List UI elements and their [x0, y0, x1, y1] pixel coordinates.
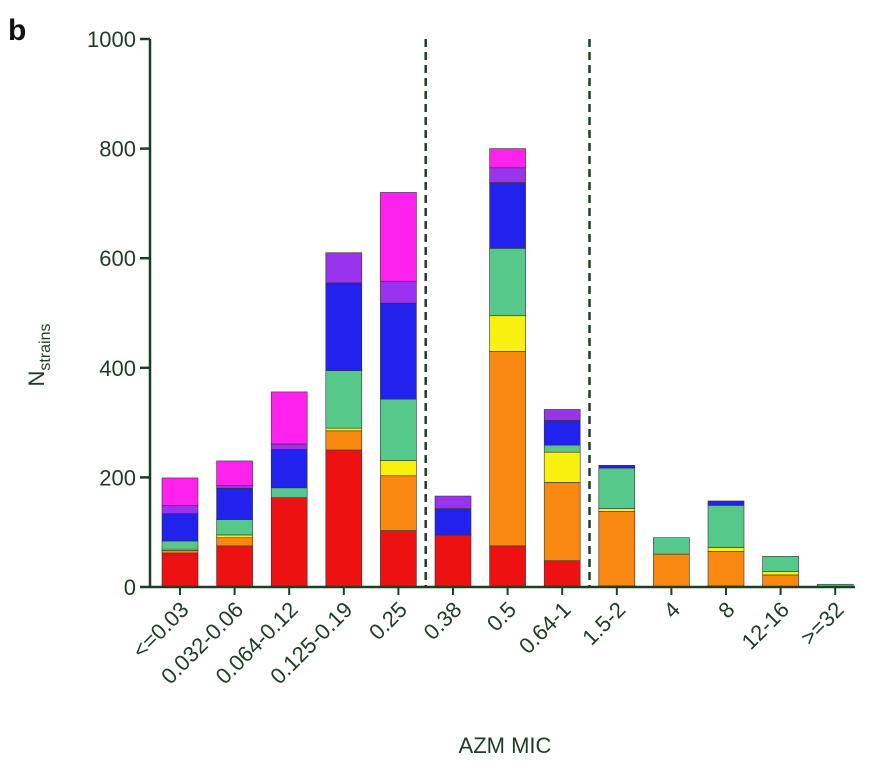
bar-segment: [598, 467, 636, 509]
bar-segment: [380, 280, 417, 304]
bar-segment: [325, 430, 363, 451]
bar-segment: [707, 547, 745, 552]
bar-segment: [270, 443, 308, 450]
bar-segment: [543, 409, 581, 421]
bar-segment: [380, 192, 417, 282]
bar-segment: [216, 460, 253, 486]
bar-segment: [489, 351, 526, 547]
bar-segment: [543, 420, 581, 446]
bar-segment: [543, 482, 581, 561]
y-axis-title-main: N: [24, 371, 49, 387]
bar-segment: [653, 537, 690, 555]
bar-segment: [598, 508, 636, 512]
bar-segment: [270, 487, 308, 498]
bar-segment: [161, 549, 199, 554]
bar-segment: [598, 511, 636, 587]
x-tick-label: 0.25: [364, 597, 412, 645]
bar-segment: [216, 519, 253, 536]
bar-segment: [161, 540, 199, 550]
y-tick-label: 600: [99, 246, 136, 271]
y-axis-title: Nstrains: [24, 323, 54, 386]
bar-segment: [707, 505, 745, 548]
bar-segment: [707, 500, 745, 506]
bar-segment: [161, 513, 199, 542]
bar-segment: [161, 552, 199, 588]
x-tick-label: >=32: [796, 597, 849, 650]
bar-segment: [543, 560, 581, 588]
bar-segment: [762, 556, 799, 572]
bar-segment: [762, 574, 799, 588]
x-tick-label: 8: [713, 597, 739, 623]
bar-segment: [380, 475, 417, 531]
x-tick-label: 12-16: [737, 597, 794, 654]
bar-segment: [216, 488, 253, 520]
bar-segment: [653, 553, 690, 588]
bar-segment: [489, 167, 526, 183]
bar-segment: [489, 148, 526, 169]
bar-segment: [380, 460, 417, 477]
bar-segment: [161, 505, 199, 514]
x-tick-label: 0.64-1: [514, 597, 576, 659]
bar-segment: [762, 571, 799, 576]
bar-segment: [434, 508, 472, 536]
bar-segment: [543, 444, 581, 453]
y-axis-title-sub: strains: [37, 323, 54, 370]
bar-segment: [489, 545, 526, 588]
bar-segment: [325, 252, 363, 284]
bar-segment: [216, 534, 253, 538]
bar-segment: [216, 537, 253, 547]
bar-segment: [380, 530, 417, 588]
bar-segment: [270, 391, 308, 445]
y-tick-label: 1000: [87, 27, 136, 52]
bar-segment: [325, 282, 363, 371]
x-tick-label: 1.5-2: [577, 597, 630, 650]
bar-segment: [380, 302, 417, 400]
x-tick-label: 4: [659, 597, 685, 623]
bar-segment: [543, 451, 581, 483]
bar-segment: [489, 182, 526, 249]
bar-segment: [489, 315, 526, 352]
bar-segment: [707, 551, 745, 587]
bar-segment: [161, 477, 199, 506]
axes-layer: [148, 39, 855, 589]
bar-segment: [380, 398, 417, 461]
bar-segment: [598, 465, 636, 469]
bar-segment: [270, 449, 308, 489]
ticks-layer: 02004006008001000<=0.030.032-0.060.064-0…: [87, 27, 849, 689]
x-tick-label: 0.5: [482, 597, 521, 636]
panel-label: b: [8, 14, 26, 47]
bar-segment: [325, 449, 363, 588]
bar-segment: [489, 248, 526, 317]
x-tick-label: 0.38: [419, 597, 467, 645]
bar-segment: [216, 545, 253, 588]
bar-segment: [434, 534, 472, 588]
x-axis-title: AZM MIC: [459, 733, 552, 758]
bar-segment: [216, 485, 253, 489]
y-tick-label: 200: [99, 465, 136, 490]
bar-segment: [270, 497, 308, 588]
bar-segment: [325, 370, 363, 429]
bar-segment: [434, 495, 472, 509]
y-tick-label: 400: [99, 356, 136, 381]
y-tick-label: 0: [124, 575, 136, 600]
bars-layer: [161, 148, 854, 588]
y-tick-label: 800: [99, 137, 136, 162]
bar-segment: [325, 427, 363, 432]
